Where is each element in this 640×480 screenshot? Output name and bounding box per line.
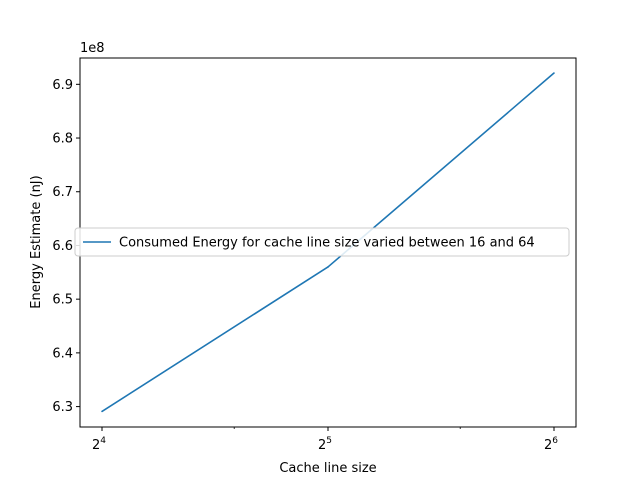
legend: Consumed Energy for cache line size vari… [74, 227, 570, 257]
data-point [101, 410, 103, 413]
legend-entry-label: Consumed Energy for cache line size vari… [119, 236, 535, 251]
x-tick-label-base: 2 [318, 438, 326, 453]
data-point [327, 266, 329, 268]
y-tick-label: 6.6 [52, 239, 73, 254]
legend-box [74, 227, 570, 257]
x-tick-label-exponent: 6 [552, 436, 558, 446]
x-tick-label: 25 [318, 436, 332, 453]
x-axis-ticks: 24 25 26 [92, 427, 558, 453]
y-axis-ticks: 6.3 6.4 6.5 6.6 6.7 6.8 6.9 [52, 78, 80, 415]
y-axis-label: Energy Estimate (nJ) [29, 175, 44, 308]
x-tick-label: 26 [544, 436, 558, 453]
x-tick-label-base: 2 [544, 438, 552, 453]
data-point [553, 72, 555, 74]
x-axis-label: Cache line size [279, 461, 376, 476]
plot-series [101, 72, 555, 413]
y-tick-label: 6.4 [52, 346, 73, 361]
y-offset-label: 1e8 [80, 41, 105, 56]
x-tick-label: 24 [92, 436, 106, 453]
x-tick-label-exponent: 4 [100, 436, 106, 446]
y-tick-label: 6.9 [52, 78, 73, 93]
y-tick-label: 6.7 [52, 185, 73, 200]
y-tick-label: 6.3 [52, 400, 73, 415]
x-tick-label-exponent: 5 [326, 436, 332, 446]
x-tick-label-base: 2 [92, 438, 100, 453]
y-tick-label: 6.8 [52, 132, 73, 147]
y-tick-label: 6.5 [52, 293, 73, 308]
